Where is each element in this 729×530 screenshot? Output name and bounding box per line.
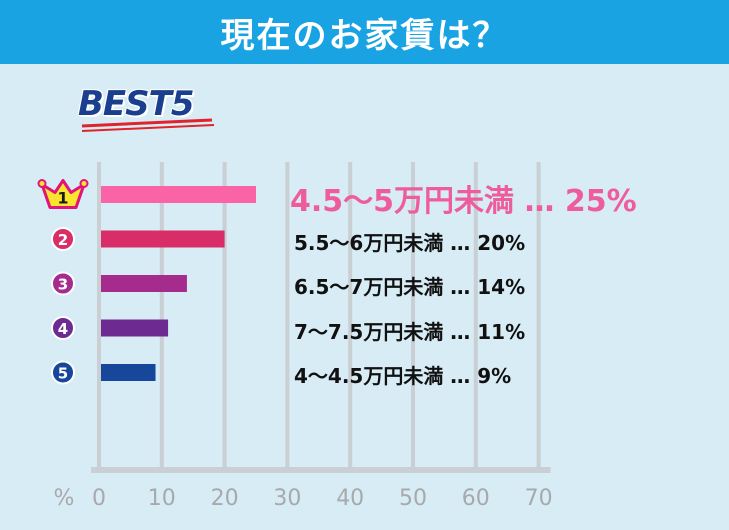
bar	[101, 186, 256, 203]
rank-badge: 3	[51, 271, 75, 296]
bar-data-label: 7〜7.5万円未満 … 11%	[294, 319, 526, 344]
x-tick-label: 70	[525, 486, 553, 511]
x-tick-label: 10	[148, 486, 176, 511]
bar-data-label: 6.5〜7万円未満 … 14%	[294, 275, 526, 299]
title-banner: 現在のお家賃は？	[0, 0, 729, 64]
x-tick-label: 30	[273, 486, 301, 511]
bar-data-label: 4〜4.5万円未満 … 9%	[294, 364, 512, 388]
rank-badge: 5	[51, 360, 75, 385]
unit-label: %	[54, 486, 75, 511]
rank-number: 3	[58, 276, 68, 294]
rank-number: 4	[58, 320, 68, 338]
rank-badge: 2	[51, 227, 75, 251]
bar	[101, 275, 187, 292]
bar-data-label: 5.5〜6万円未満 … 20%	[294, 230, 526, 255]
x-tick-label: 60	[462, 486, 490, 511]
best5-underline	[81, 118, 215, 132]
bar	[101, 364, 156, 381]
crown-icon: 1	[37, 179, 89, 209]
bar	[101, 230, 225, 248]
best5-badge: BEST5	[78, 84, 194, 124]
rank-number: 1	[57, 189, 68, 208]
x-tick-label: 50	[399, 486, 427, 511]
bar	[101, 319, 169, 337]
bar-data-label: 4.5〜5万円未満 … 25%	[290, 184, 637, 219]
page-title: 現在のお家賃は？	[220, 15, 509, 56]
rank-badge: 4	[51, 316, 75, 340]
rank-number: 2	[58, 231, 68, 249]
x-tick-label: 0	[92, 486, 106, 511]
rank-number: 5	[58, 365, 68, 383]
x-tick-label: 40	[336, 486, 364, 511]
x-tick-label: 20	[211, 486, 239, 511]
